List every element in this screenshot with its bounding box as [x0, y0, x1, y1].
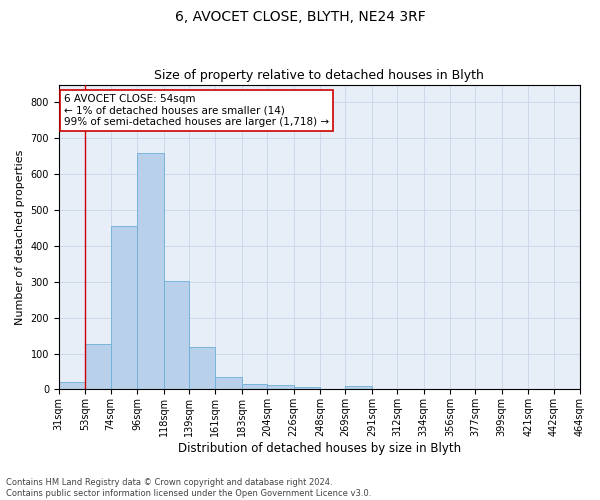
Title: Size of property relative to detached houses in Blyth: Size of property relative to detached ho…: [154, 69, 484, 82]
Bar: [85, 344, 110, 390]
Bar: [189, 348, 215, 390]
X-axis label: Distribution of detached houses by size in Blyth: Distribution of detached houses by size …: [178, 442, 461, 455]
Y-axis label: Number of detached properties: Number of detached properties: [15, 150, 25, 324]
Bar: [59, 382, 85, 390]
Bar: [345, 386, 372, 390]
Bar: [293, 386, 320, 390]
Text: 6, AVOCET CLOSE, BLYTH, NE24 3RF: 6, AVOCET CLOSE, BLYTH, NE24 3RF: [175, 10, 425, 24]
Bar: [267, 386, 293, 390]
Bar: [215, 377, 242, 390]
Bar: [110, 226, 137, 390]
Bar: [242, 384, 267, 390]
Bar: [164, 281, 189, 390]
Text: 6 AVOCET CLOSE: 54sqm
← 1% of detached houses are smaller (14)
99% of semi-detac: 6 AVOCET CLOSE: 54sqm ← 1% of detached h…: [64, 94, 329, 127]
Bar: [137, 152, 164, 390]
Text: Contains HM Land Registry data © Crown copyright and database right 2024.
Contai: Contains HM Land Registry data © Crown c…: [6, 478, 371, 498]
